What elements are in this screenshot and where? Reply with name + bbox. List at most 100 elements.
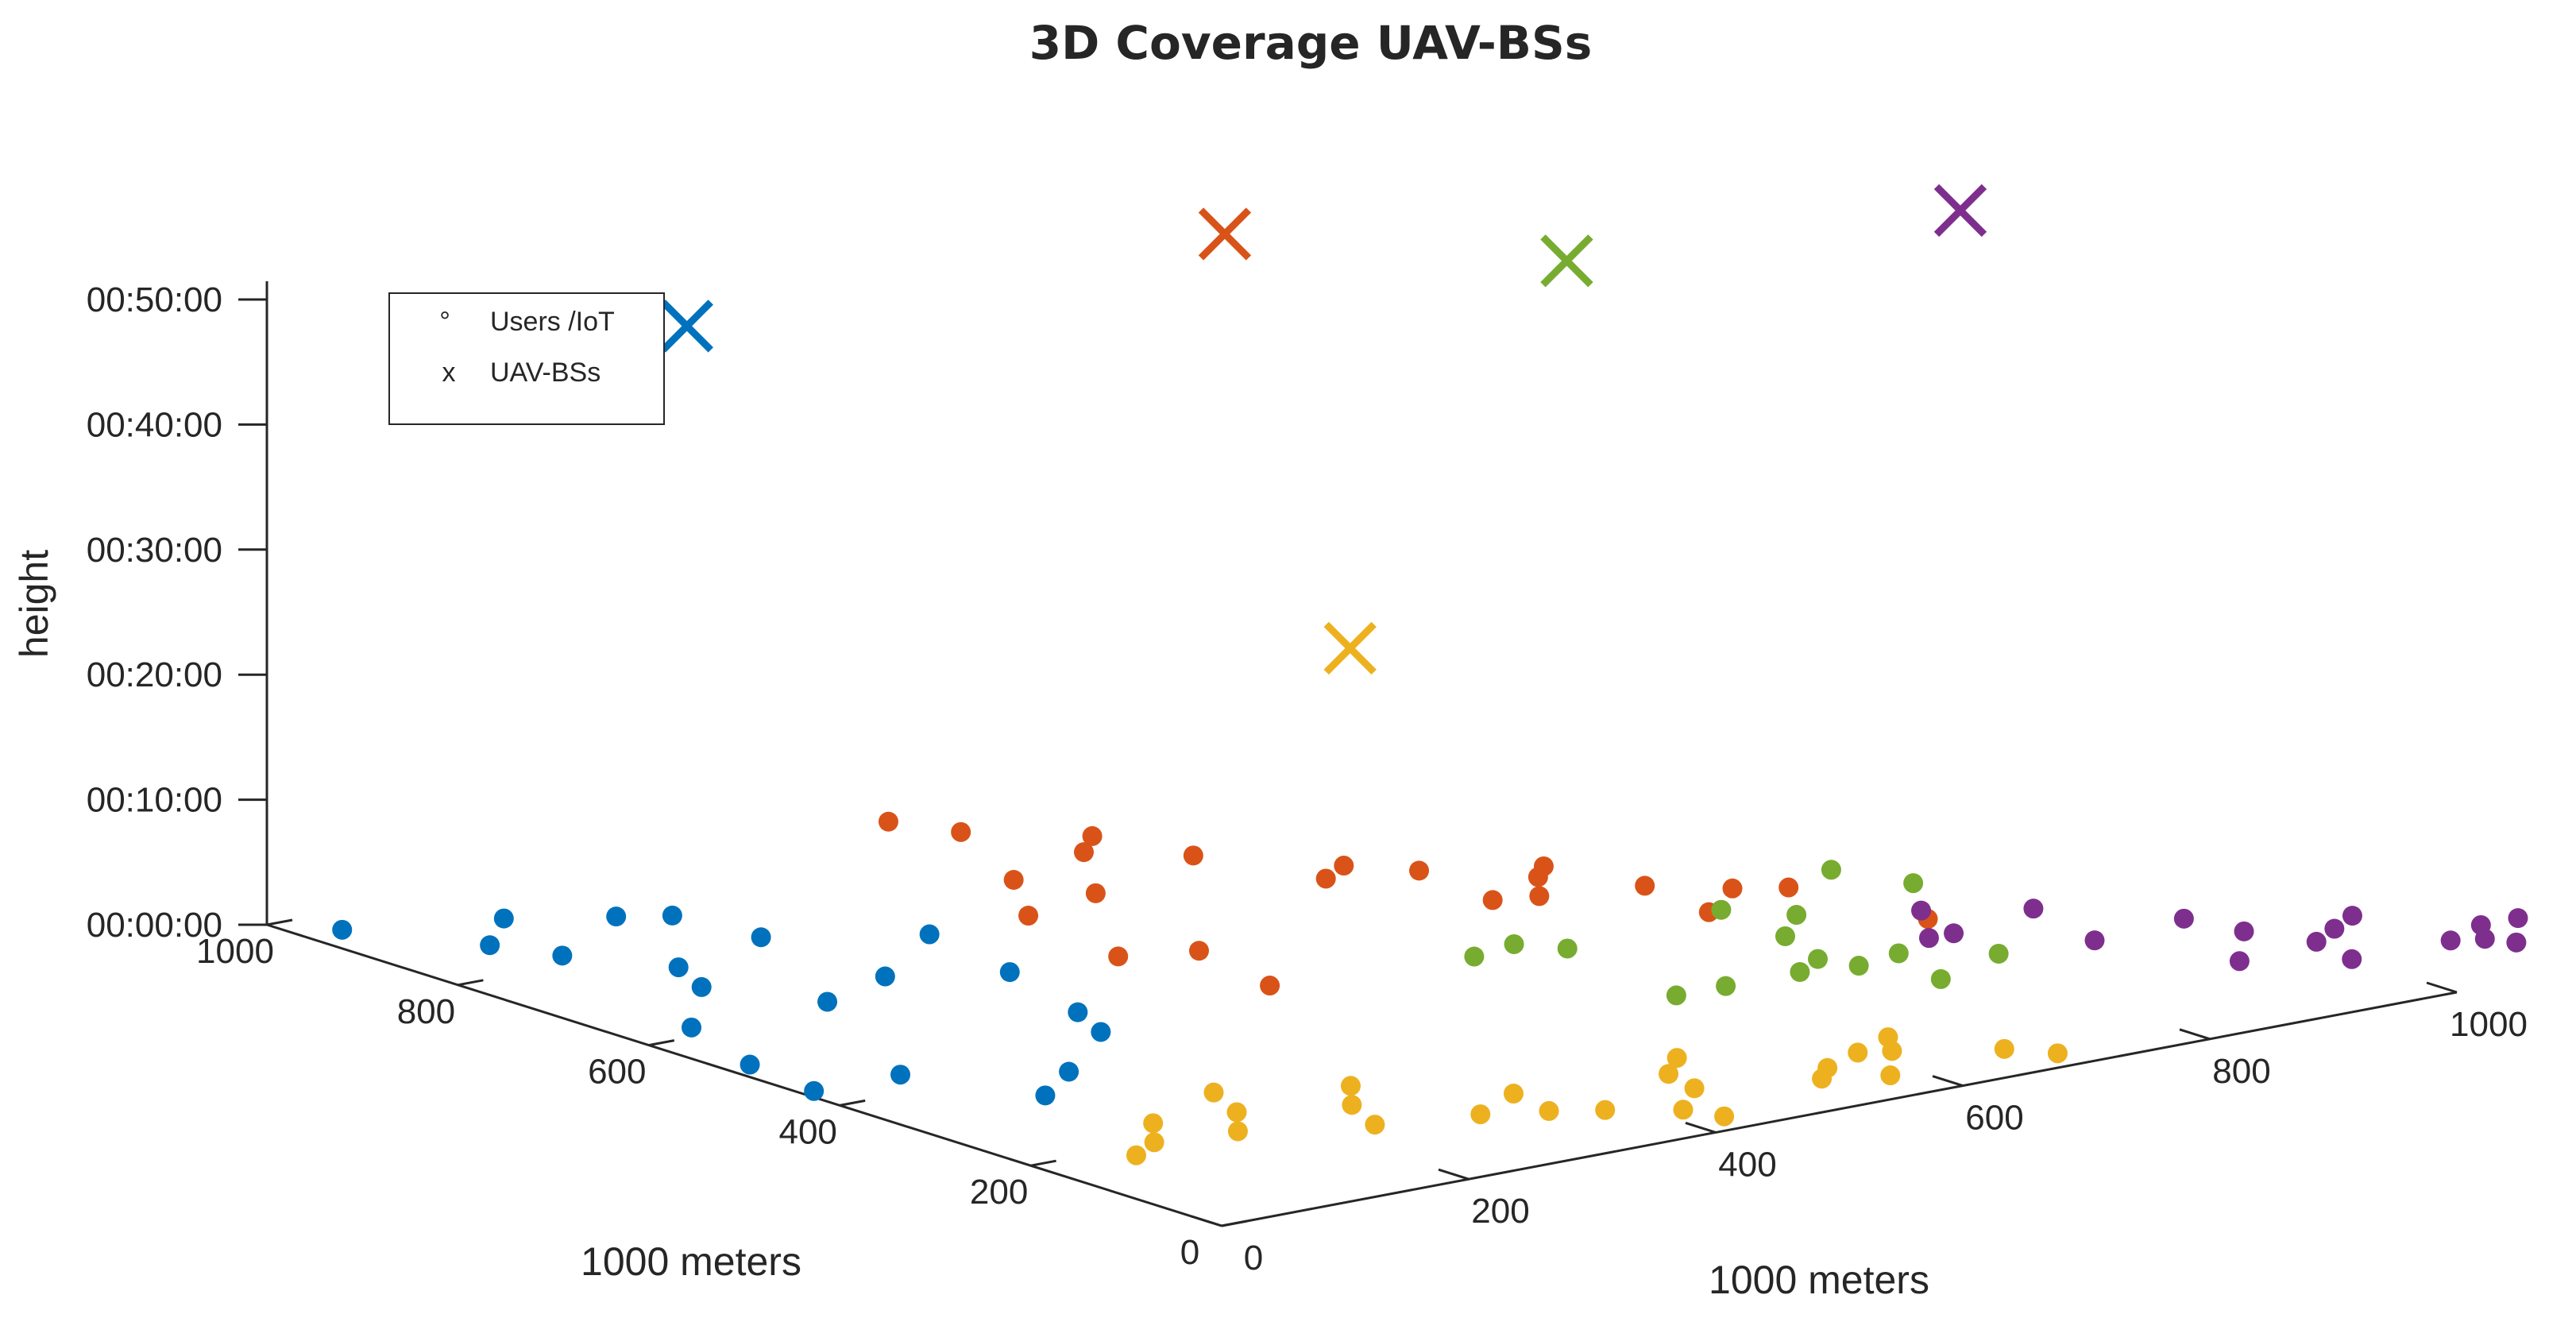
user-point (1666, 985, 1686, 1006)
user-point (878, 811, 898, 832)
user-point (480, 935, 500, 956)
user-point (1085, 883, 1106, 903)
user-point (1673, 1100, 1694, 1120)
series-2 (878, 207, 1938, 996)
user-point (1711, 899, 1732, 920)
user-point (1126, 1145, 1146, 1165)
user-point (1482, 890, 1503, 910)
user-point (332, 919, 353, 940)
x-tick-label: 400 (1718, 1145, 1776, 1184)
user-point (493, 908, 514, 929)
user-point (951, 821, 971, 842)
user-point (1994, 1038, 2014, 1059)
user-point (1082, 825, 1103, 846)
series-3 (1126, 621, 2068, 1165)
user-point (1817, 1057, 1838, 1078)
user-point (2229, 951, 2250, 972)
user-point (1144, 1132, 1164, 1153)
user-point (1918, 928, 1939, 949)
user-point (2324, 918, 2345, 939)
user-point (1470, 1104, 1491, 1125)
user-point (1880, 1065, 1901, 1086)
user-point (2470, 914, 2491, 935)
user-point (1878, 1027, 1898, 1048)
x-tick-mark (1685, 1121, 1717, 1134)
user-point (682, 1017, 702, 1038)
uav-marker (1323, 621, 1377, 675)
user-point (1775, 926, 1795, 946)
user-point (2173, 908, 2194, 929)
y-tick-mark (648, 1039, 675, 1047)
user-point (1930, 968, 1951, 989)
uav-marker (1540, 234, 1593, 288)
chart-title: 3D Coverage UAV-BSs (1029, 16, 1593, 70)
user-point (606, 906, 627, 927)
user-point (1059, 1061, 1079, 1082)
user-point (2047, 1043, 2068, 1064)
user-point (1504, 933, 1524, 954)
user-point (1503, 1084, 1524, 1104)
user-point (1659, 1064, 1679, 1084)
user-point (1068, 1002, 1088, 1022)
user-point (2342, 906, 2362, 926)
user-point (1716, 976, 1736, 996)
user-point (1529, 886, 1550, 906)
user-point (2506, 932, 2527, 953)
user-point (1911, 900, 1932, 921)
user-point (1988, 943, 2009, 964)
legend-marker-users: ° (439, 307, 450, 337)
z-tick-label: 00:50:00 (87, 280, 222, 319)
x-tick-mark (2426, 981, 2458, 994)
user-point (2084, 930, 2105, 951)
y-axis-label: 1000 meters (581, 1239, 801, 1284)
user-point (1539, 1100, 1559, 1121)
user-point (1888, 943, 1909, 964)
x-axis-line (1221, 991, 2458, 1227)
user-point (999, 962, 1020, 983)
user-point (552, 945, 573, 966)
x-tick-mark (1191, 1215, 1222, 1227)
user-point (1073, 842, 1094, 863)
y-tick-mark (1030, 1159, 1056, 1167)
y-tick-mark (266, 918, 293, 926)
user-point (1183, 845, 1203, 866)
x-tick-label: 0 (1244, 1239, 1263, 1277)
user-point (668, 957, 689, 978)
user-point (1226, 1102, 1247, 1123)
user-point (1595, 1100, 1616, 1120)
uav-marker (1198, 207, 1252, 261)
user-point (662, 905, 682, 926)
z-tick-label: 00:00:00 (87, 906, 222, 945)
z-ticks: 00:00:00 00:10:00 00:20:00 00:30:00 00:40:00… (87, 280, 267, 945)
user-point (1714, 1106, 1735, 1127)
y-tick-mark (839, 1099, 866, 1107)
x-tick-label: 200 (1471, 1192, 1529, 1231)
y-tick-label: 1000 (196, 932, 274, 971)
axes: 00:00:00 00:10:00 00:20:00 00:30:00 00:40:00… (87, 280, 2528, 1277)
user-point (1188, 941, 1209, 961)
user-point (1533, 856, 1554, 876)
user-point (1227, 1121, 1248, 1142)
user-point (1342, 1095, 1362, 1115)
legend: ° Users /IoT x UAV-BSs (388, 292, 665, 425)
user-point (1557, 938, 1578, 959)
x-axis-label: 1000 meters (1709, 1258, 1929, 1302)
user-point (1143, 1113, 1164, 1134)
user-point (751, 927, 771, 948)
user-point (1666, 1048, 1687, 1069)
y-tick-label: 200 (970, 1173, 1028, 1212)
user-point (1808, 949, 1829, 969)
legend-label-users: Users /IoT (490, 307, 615, 337)
y-tick-mark (1221, 1219, 1248, 1227)
y-axis-line (266, 923, 1222, 1227)
user-point (1722, 878, 1743, 899)
series-1 (332, 300, 1111, 1106)
user-point (1848, 1042, 1868, 1063)
z-axis-label: height (12, 550, 56, 658)
z-tick-label: 00:20:00 (87, 655, 222, 694)
x-tick-label: 800 (2212, 1052, 2270, 1091)
user-point (875, 966, 895, 987)
data-points (332, 184, 2528, 1165)
legend-marker-uav: x (442, 358, 456, 388)
